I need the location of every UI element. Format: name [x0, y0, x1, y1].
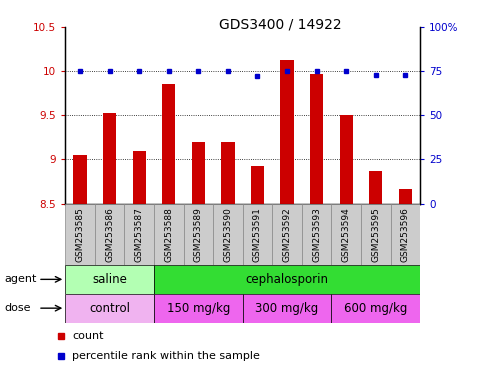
Bar	[391, 204, 420, 265]
Bar	[65, 204, 95, 265]
Bar	[95, 204, 125, 265]
Text: cephalosporin: cephalosporin	[245, 273, 328, 286]
Bar	[242, 204, 272, 265]
Bar	[302, 204, 331, 265]
Bar	[213, 204, 242, 265]
Bar	[154, 204, 184, 265]
Bar	[281, 60, 294, 204]
Text: saline: saline	[92, 273, 127, 286]
Bar	[272, 204, 302, 265]
Bar	[361, 204, 391, 265]
Bar	[162, 84, 175, 204]
Bar	[73, 155, 86, 204]
Bar	[65, 265, 154, 294]
Text: count: count	[72, 331, 103, 341]
Text: GSM253590: GSM253590	[224, 207, 232, 262]
Bar	[154, 265, 420, 294]
Text: GSM253593: GSM253593	[312, 207, 321, 262]
Text: dose: dose	[5, 303, 31, 313]
Text: GSM253596: GSM253596	[401, 207, 410, 262]
Bar	[184, 204, 213, 265]
Text: 300 mg/kg: 300 mg/kg	[256, 302, 319, 314]
Bar	[221, 142, 235, 204]
Bar	[340, 115, 353, 204]
Text: GDS3400 / 14922: GDS3400 / 14922	[218, 17, 341, 31]
Bar	[331, 204, 361, 265]
Text: 150 mg/kg: 150 mg/kg	[167, 302, 230, 314]
Text: agent: agent	[5, 274, 37, 285]
Bar	[369, 171, 383, 204]
Text: control: control	[89, 302, 130, 314]
Bar	[331, 294, 420, 323]
Text: GSM253591: GSM253591	[253, 207, 262, 262]
Text: GSM253592: GSM253592	[283, 207, 292, 262]
Bar	[154, 294, 243, 323]
Text: percentile rank within the sample: percentile rank within the sample	[72, 351, 260, 361]
Text: GSM253594: GSM253594	[342, 207, 351, 262]
Bar	[192, 142, 205, 204]
Bar	[125, 204, 154, 265]
Text: GSM253589: GSM253589	[194, 207, 203, 262]
Bar	[399, 189, 412, 204]
Bar	[65, 294, 154, 323]
Bar	[103, 113, 116, 204]
Bar	[242, 294, 331, 323]
Text: 600 mg/kg: 600 mg/kg	[344, 302, 408, 314]
Text: GSM253586: GSM253586	[105, 207, 114, 262]
Text: GSM253588: GSM253588	[164, 207, 173, 262]
Bar	[251, 166, 264, 204]
Text: GSM253585: GSM253585	[75, 207, 85, 262]
Text: GSM253587: GSM253587	[135, 207, 143, 262]
Text: GSM253595: GSM253595	[371, 207, 380, 262]
Bar	[132, 151, 146, 204]
Bar	[310, 74, 323, 204]
